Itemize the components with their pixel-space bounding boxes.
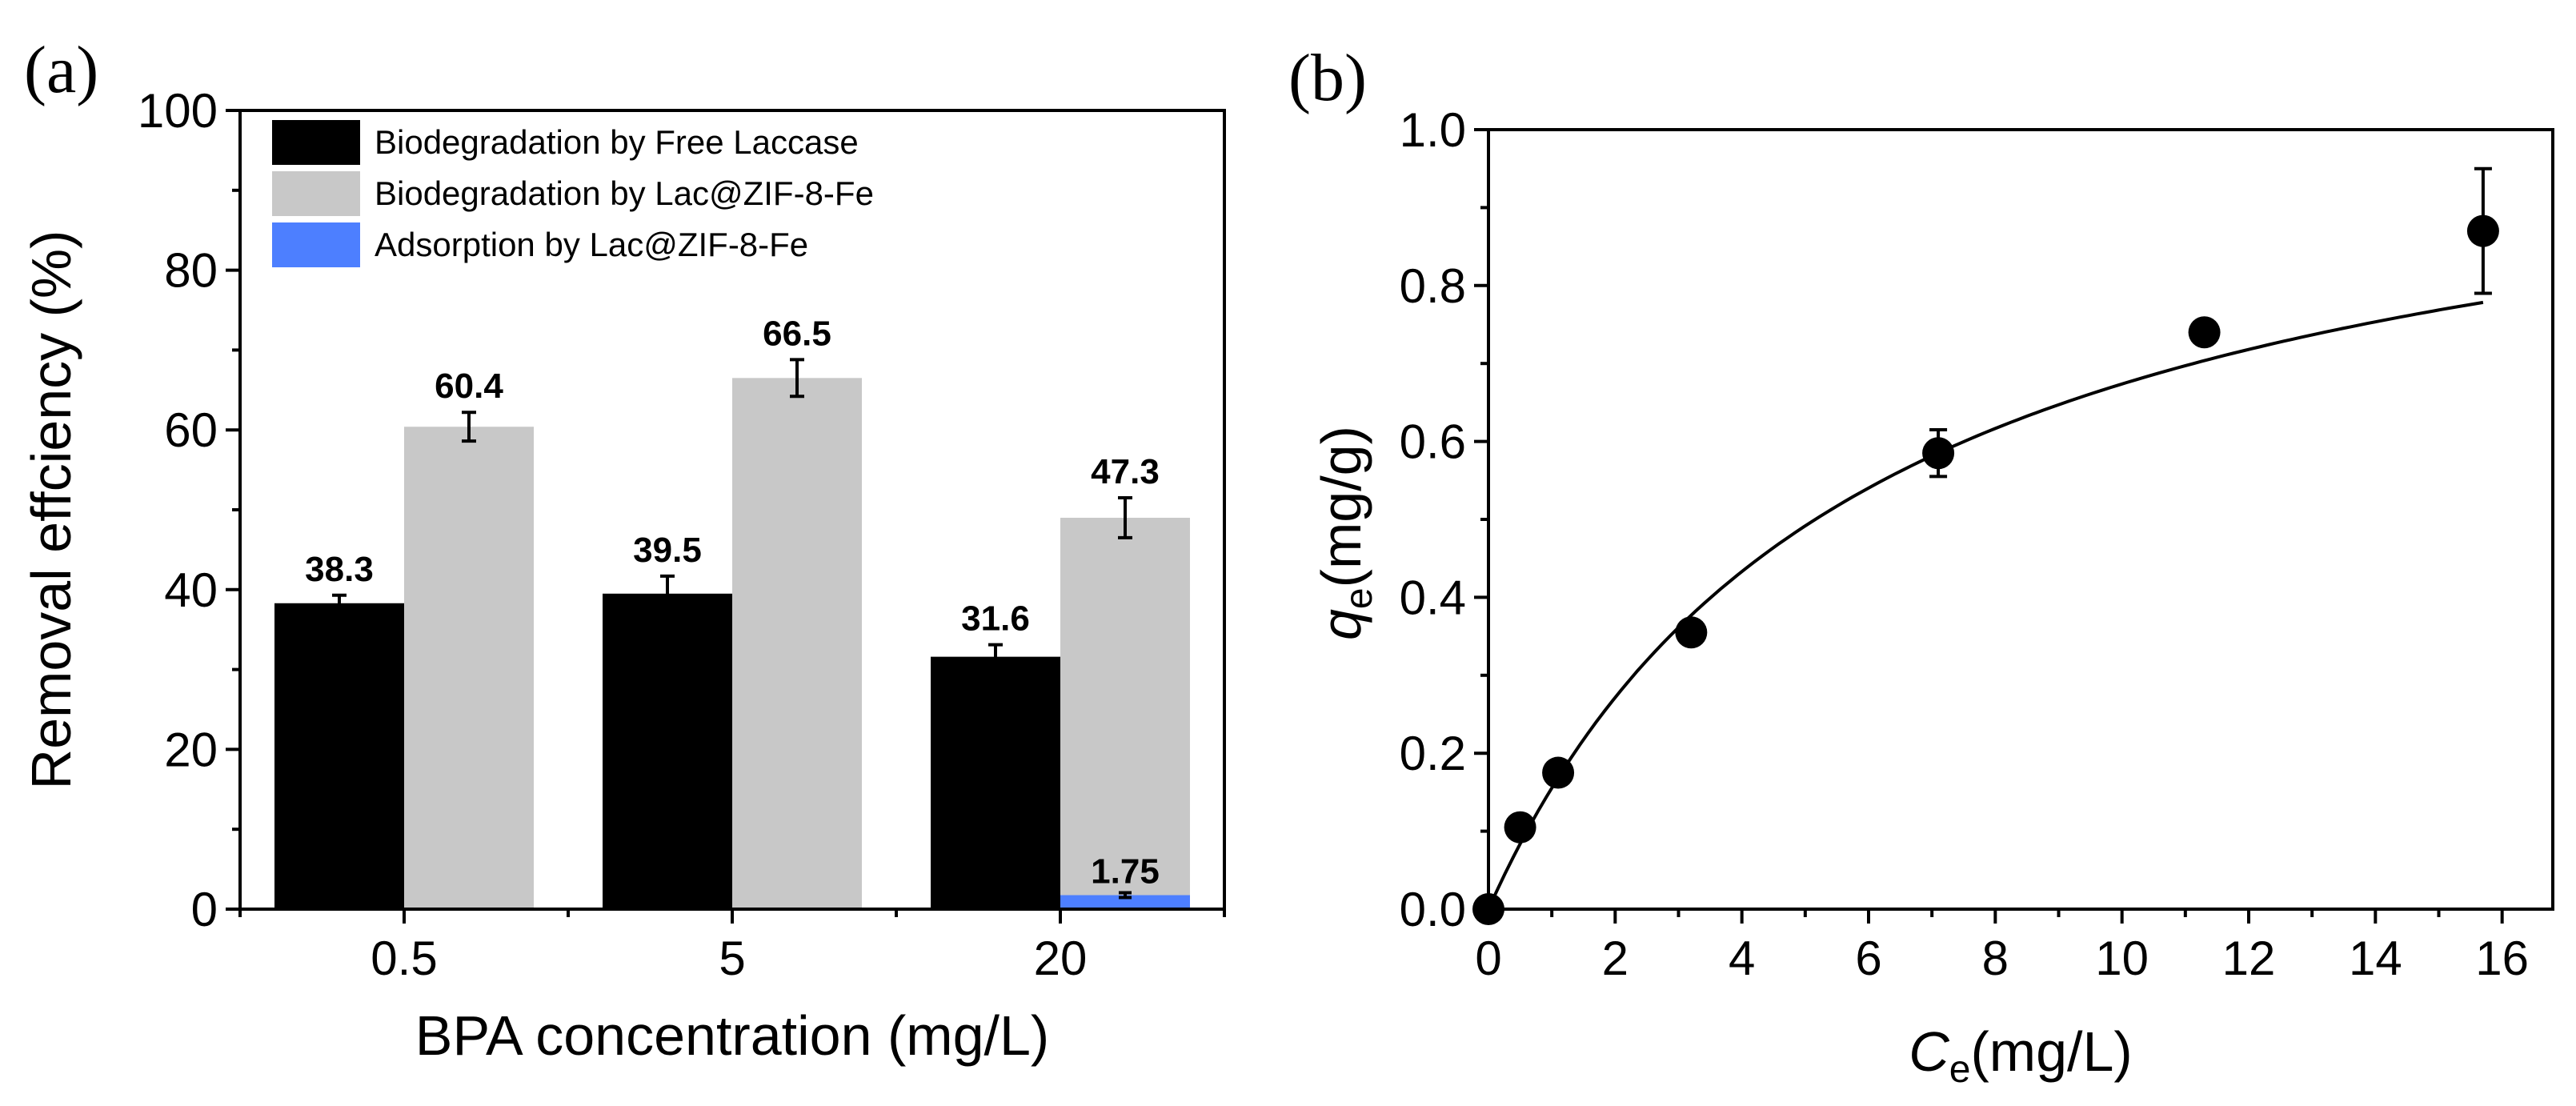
error-bar-lac-zif-5 xyxy=(790,358,804,399)
x-tick-label-0.5: 0.5 xyxy=(371,932,437,985)
legend-swatch-free-laccase xyxy=(272,120,360,165)
legend-swatch-lac-zif xyxy=(272,171,360,216)
panel-b-points xyxy=(1472,214,2499,925)
y-tick-label-0: 0 xyxy=(191,883,218,936)
legend-label-lac-zif: Biodegradation by Lac@ZIF-8-Fe xyxy=(375,174,874,212)
bar-free-laccase-20 xyxy=(931,656,1060,909)
bar-adsorption-20 xyxy=(1060,895,1190,909)
y-tick-label-0.2: 0.2 xyxy=(1400,727,1466,780)
bar-lac-zif-5 xyxy=(732,378,862,910)
panel-b-y-axis-title: qe(mg/g) xyxy=(1310,426,1380,640)
error-bar-lac-zif-0.5 xyxy=(462,411,476,443)
y-tick-label-0.0: 0.0 xyxy=(1400,883,1466,936)
legend-swatch-adsorption xyxy=(272,222,360,267)
y-tick-label-20: 20 xyxy=(164,723,218,776)
panel-b-fit-curve xyxy=(1487,300,2484,910)
panel-a-x-axis-title: BPA concentration (mg/L) xyxy=(415,1004,1049,1067)
panel-a-bars xyxy=(274,378,1190,910)
panel-b-y-unit: (mg/g) xyxy=(1310,426,1372,587)
x-tick-label-10: 10 xyxy=(2095,932,2149,985)
error-bar-free-laccase-5 xyxy=(660,574,675,613)
panel-a-legend: Biodegradation by Free Laccase Biodegrad… xyxy=(272,120,874,267)
panel-b-plot-frame xyxy=(1487,128,2554,911)
panel-b-y-symbol: q xyxy=(1310,609,1372,640)
y-tick-label-0.8: 0.8 xyxy=(1400,259,1466,313)
x-tick-label-16: 16 xyxy=(2475,932,2529,985)
panel-b-x-subscript: e xyxy=(1949,1048,1971,1091)
panel-b-y-subscript: e xyxy=(1338,587,1380,609)
panel-b-x-ticks: 0 2 4 6 8 10 12 14 16 xyxy=(1475,909,2529,985)
bar-lac-zif-20 xyxy=(1060,517,1190,909)
legend-label-adsorption: Adsorption by Lac@ZIF-8-Fe xyxy=(375,226,808,263)
data-point-4 xyxy=(1922,437,1955,470)
data-label-lac-zif-20: 47.3 xyxy=(1091,452,1160,491)
panel-b-x-symbol: C xyxy=(1909,1020,1949,1083)
data-label-lac-zif-5: 66.5 xyxy=(763,314,831,353)
y-tick-label-0.6: 0.6 xyxy=(1400,415,1466,469)
x-tick-label-12: 12 xyxy=(2222,932,2276,985)
x-tick-label-6: 6 xyxy=(1855,932,1881,985)
bar-free-laccase-0.5 xyxy=(274,603,404,909)
x-tick-label-4: 4 xyxy=(1729,932,1755,985)
x-tick-label-20: 20 xyxy=(1034,932,1088,985)
x-tick-label-14: 14 xyxy=(2349,932,2402,985)
data-point-2 xyxy=(1542,756,1575,789)
panel-a-y-axis-title: Removal effciency (%) xyxy=(20,230,82,790)
panel-a-data-labels: 38.3 60.4 39.5 66.5 31.6 47.3 1.75 xyxy=(305,314,1160,891)
data-label-free-laccase-0.5: 38.3 xyxy=(305,550,374,589)
data-point-1 xyxy=(1504,811,1536,844)
y-tick-label-0.4: 0.4 xyxy=(1400,571,1466,624)
data-label-free-laccase-5: 39.5 xyxy=(633,531,702,570)
legend-label-free-laccase: Biodegradation by Free Laccase xyxy=(375,123,859,161)
panel-a-x-ticks: 0.5 5 20 xyxy=(238,909,1226,985)
panel-b-x-axis-title: Ce(mg/L) xyxy=(1909,1020,2133,1091)
panel-b-x-unit: (mg/L) xyxy=(1971,1020,2133,1083)
data-label-free-laccase-20: 31.6 xyxy=(961,599,1030,639)
data-point-3 xyxy=(1675,616,1708,649)
x-tick-label-8: 8 xyxy=(1982,932,2009,985)
y-tick-label-100: 100 xyxy=(138,84,218,138)
y-tick-label-1.0: 1.0 xyxy=(1400,103,1466,157)
data-label-lac-zif-0.5: 60.4 xyxy=(435,367,503,406)
x-tick-label-2: 2 xyxy=(1602,932,1629,985)
y-tick-label-60: 60 xyxy=(164,403,218,457)
bar-free-laccase-5 xyxy=(603,593,732,909)
data-label-adsorption-20: 1.75 xyxy=(1091,852,1160,892)
y-tick-label-80: 80 xyxy=(164,244,218,298)
panel-a-y-ticks: 0 20 40 60 80 100 xyxy=(138,84,240,936)
panel-b-y-ticks: 0.0 0.2 0.4 0.6 0.8 1.0 xyxy=(1400,103,1488,936)
error-bar-adsorption-20 xyxy=(1119,891,1132,900)
data-point-5 xyxy=(2188,316,2221,349)
panel-b: (b) 0.00.20.40.60.81.0 0 2 4 6 8 10 12 14 16 qe(… xyxy=(1288,41,2554,1091)
panel-a: (a) 38.3 60.4 39.5 66.5 31.6 47.3 1.75 0 20 40 60… xyxy=(20,33,1226,1067)
error-bar-lac-zif-20 xyxy=(1118,496,1132,539)
panel-a-error-bars xyxy=(332,358,1132,900)
x-tick-label-5: 5 xyxy=(719,932,745,985)
error-bar-free-laccase-20 xyxy=(988,643,1003,671)
data-point-6 xyxy=(2466,214,2499,247)
x-tick-label-0: 0 xyxy=(1475,932,1501,985)
panel-a-label: (a) xyxy=(24,33,98,107)
error-bar-free-laccase-0.5 xyxy=(332,593,347,613)
bar-lac-zif-0.5 xyxy=(404,427,534,909)
panel-b-label: (b) xyxy=(1288,41,1367,115)
y-tick-label-40: 40 xyxy=(164,563,218,617)
